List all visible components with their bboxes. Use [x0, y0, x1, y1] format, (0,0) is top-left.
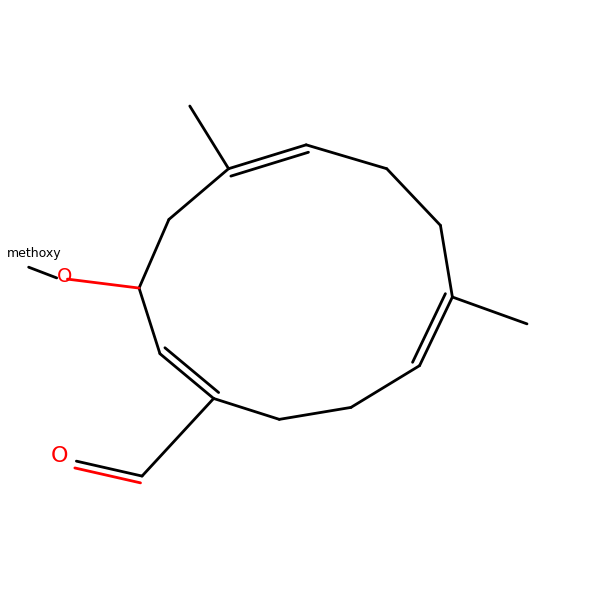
Text: O: O	[57, 266, 72, 286]
Text: methoxy: methoxy	[7, 247, 62, 260]
Text: O: O	[51, 446, 68, 466]
